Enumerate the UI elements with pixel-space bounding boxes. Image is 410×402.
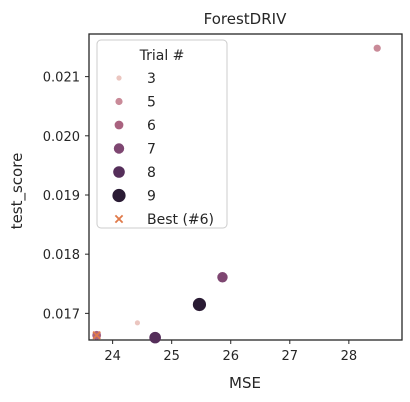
legend-label: 7 — [147, 142, 156, 158]
legend-label: 6 — [147, 118, 156, 134]
best-marker — [92, 331, 101, 340]
x-tick-label: 24 — [104, 349, 121, 364]
legend-label: 3 — [147, 71, 156, 87]
point-trial-8 — [149, 331, 161, 344]
legend-label: Best (#6) — [147, 212, 214, 228]
x-tick-label: 26 — [222, 349, 239, 364]
point-trial-7 — [217, 272, 228, 283]
legend-marker-6 — [114, 120, 124, 130]
legend-label: 8 — [147, 165, 156, 181]
legend: Trial # 3 5 6 7 8 9 Best (#6) — [96, 39, 228, 229]
legend-frame — [96, 39, 228, 229]
y-tick-label: 0.020 — [43, 130, 80, 145]
legend-label: 5 — [147, 95, 156, 111]
y-tick-label: 0.017 — [43, 307, 80, 322]
y-tick-label: 0.018 — [43, 248, 80, 263]
x-tick-label: 25 — [163, 349, 180, 364]
point-trial-5 — [373, 44, 381, 52]
y-tick-label: 0.021 — [43, 71, 80, 86]
plot-area: 24 25 26 27 28 0.017 0.018 0.019 0.020 0.021 — [43, 33, 403, 364]
legend-marker-best — [114, 214, 124, 224]
legend-label: 9 — [147, 189, 156, 205]
legend-marker-8 — [113, 166, 125, 178]
x-axis-label: MSE — [229, 374, 261, 392]
legend-marker-7 — [113, 143, 125, 154]
x-tick-label: 28 — [341, 349, 358, 364]
chart-title: ForestDRIV — [204, 10, 287, 28]
x-tick-label: 27 — [282, 349, 299, 364]
y-tick-label: 0.019 — [43, 189, 80, 204]
axes-frame — [88, 33, 403, 341]
legend-title: Trial # — [139, 48, 185, 64]
point-trial-3 — [134, 320, 141, 326]
legend-marker-3 — [116, 75, 122, 81]
legend-marker-5 — [115, 97, 123, 106]
legend-marker-9 — [112, 188, 126, 203]
y-axis-label: test_score — [8, 153, 27, 230]
point-trial-9 — [192, 297, 207, 312]
